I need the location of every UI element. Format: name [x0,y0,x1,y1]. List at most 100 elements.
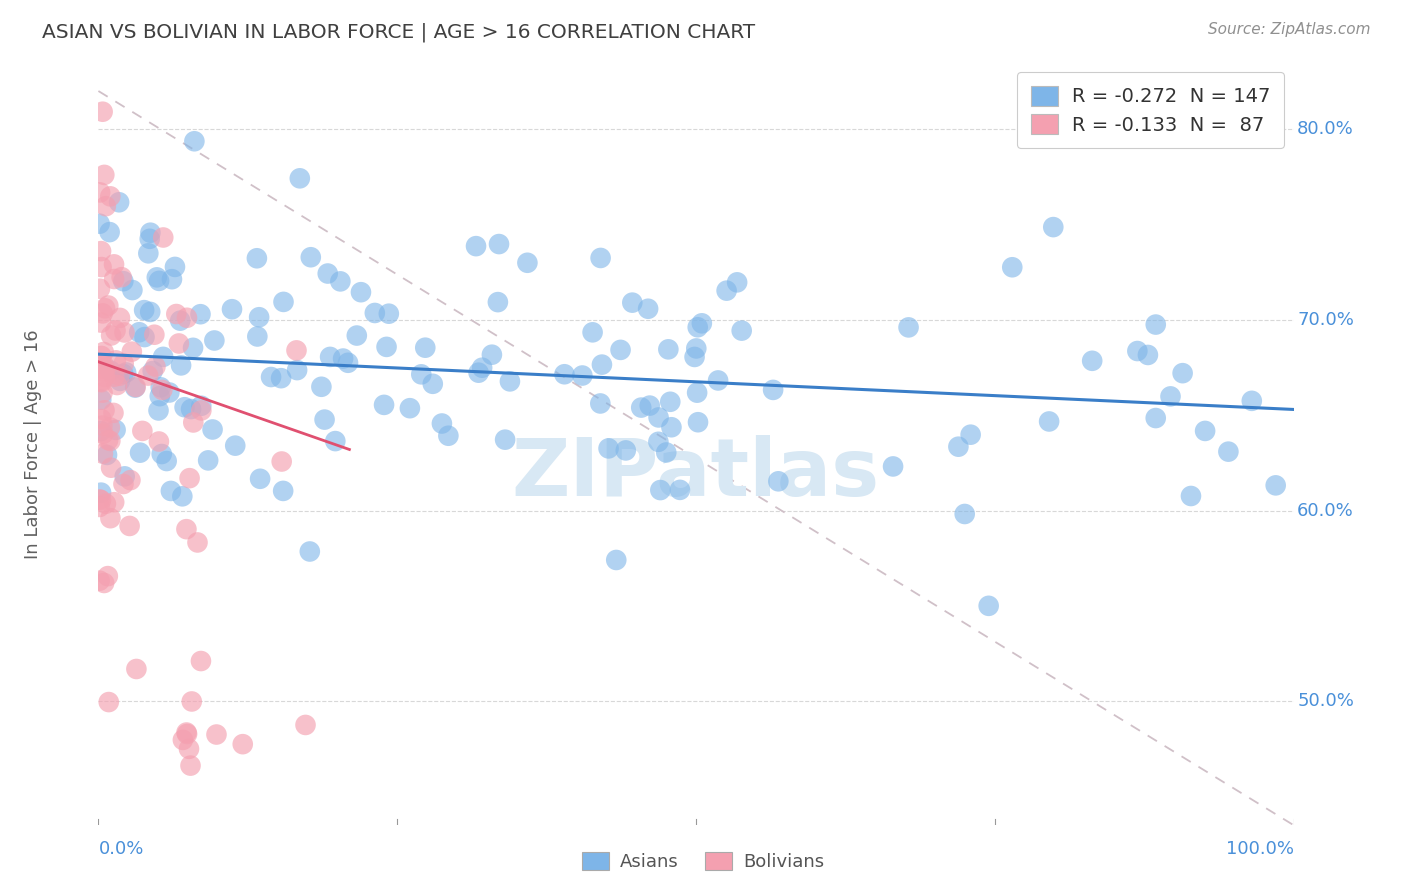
Point [488,237,510,252]
Point [659,394,682,409]
Point [89,574,111,588]
Point [121,283,143,297]
Point [108,374,131,388]
Point [1038,414,1060,428]
Point [486,295,509,310]
Point [271,483,294,498]
Point [598,442,620,456]
Point [378,307,401,321]
Point [1171,366,1194,380]
Point [1042,220,1064,235]
Text: 60.0%: 60.0% [1298,501,1354,519]
Point [323,434,346,449]
Point [108,195,131,210]
Point [93,403,115,417]
Point [103,272,125,286]
Point [90,244,112,259]
Point [90,424,112,438]
Point [298,544,321,558]
Point [149,380,172,394]
Point [179,471,201,485]
Point [91,104,114,119]
Point [111,270,134,285]
Point [294,718,316,732]
Point [97,299,120,313]
Point [97,695,120,709]
Point [311,380,333,394]
Point [621,295,644,310]
Point [177,742,200,756]
Point [146,270,169,285]
Point [247,310,270,325]
Point [350,285,373,300]
Point [190,403,212,417]
Point [97,433,120,447]
Point [89,500,111,514]
Point [314,412,336,426]
Point [221,302,243,317]
Point [375,340,398,354]
Point [246,329,269,343]
Point [89,186,111,200]
Point [125,662,148,676]
Point [614,443,637,458]
Point [605,553,627,567]
Point [100,460,122,475]
Point [91,306,114,320]
Point [201,422,224,436]
Point [202,334,225,348]
Point [437,429,460,443]
Point [647,410,669,425]
Point [181,416,204,430]
Point [1144,411,1167,425]
Text: ASIAN VS BOLIVIAN IN LABOR FORCE | AGE > 16 CORRELATION CHART: ASIAN VS BOLIVIAN IN LABOR FORCE | AGE >… [42,22,755,42]
Point [411,368,433,382]
Point [762,383,785,397]
Text: 80.0%: 80.0% [1298,120,1354,138]
Point [98,420,121,434]
Point [136,368,159,383]
Point [176,522,198,536]
Point [160,483,183,498]
Point [160,272,183,286]
Point [270,454,292,468]
Point [1194,424,1216,438]
Point [959,427,981,442]
Point [1160,389,1182,403]
Point [173,401,195,415]
Point [1126,344,1149,359]
Point [319,350,342,364]
Point [139,226,162,240]
Point [768,475,790,489]
Point [364,306,387,320]
Point [103,369,125,384]
Point [589,251,612,265]
Point [882,459,904,474]
Point [138,232,160,246]
Point [190,654,212,668]
Point [90,349,112,363]
Point [93,359,115,373]
Point [1218,444,1240,458]
Text: 70.0%: 70.0% [1298,310,1354,329]
Point [190,307,212,321]
Point [499,375,522,389]
Point [716,284,738,298]
Point [669,483,692,497]
Point [413,341,436,355]
Point [149,389,172,403]
Point [516,256,538,270]
Point [1144,318,1167,332]
Point [657,343,679,357]
Text: ZIPatlas: ZIPatlas [512,435,880,513]
Point [180,694,202,708]
Point [100,511,122,525]
Point [93,576,115,591]
Point [100,364,122,378]
Point [91,447,114,461]
Point [494,433,516,447]
Point [115,366,138,380]
Point [134,330,156,344]
Point [232,737,254,751]
Text: Source: ZipAtlas.com: Source: ZipAtlas.com [1208,22,1371,37]
